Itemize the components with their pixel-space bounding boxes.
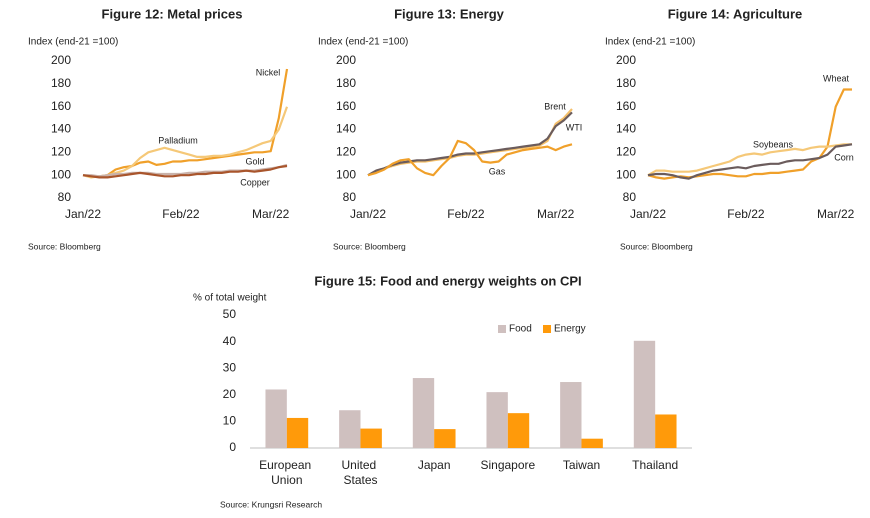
bar (412, 378, 435, 448)
series-label: Nickel (256, 67, 281, 77)
bar (560, 382, 582, 448)
series-line (82, 68, 289, 178)
series-line (82, 106, 289, 179)
bar (633, 340, 656, 448)
y-tick-label: 30 (223, 360, 237, 374)
bar (581, 438, 603, 448)
y-tick-label: 160 (616, 99, 636, 113)
series-line (367, 111, 573, 177)
y-axis-label: Index (end-21 =100) (318, 37, 408, 48)
series-label: Soybeans (753, 139, 794, 149)
y-tick-label: 40 (223, 334, 237, 348)
source-note: Source: Bloomberg (28, 241, 101, 251)
x-tick-label: European Union (259, 458, 314, 487)
y-tick-label: 180 (336, 76, 356, 90)
x-tick-label: Mar/22 (817, 207, 855, 221)
x-tick-label: Singapore (480, 458, 535, 472)
bar (360, 428, 382, 448)
y-tick-label: 180 (616, 76, 636, 90)
x-tick-label: Feb/22 (727, 207, 765, 221)
series-line (367, 139, 573, 177)
chart-title: Figure 15: Food and energy weights on CP… (314, 273, 581, 288)
y-tick-label: 100 (51, 167, 71, 181)
bar (265, 389, 287, 448)
y-axis-label: % of total weight (193, 293, 267, 304)
y-tick-label: 20 (223, 387, 237, 401)
series-label: Brent (544, 101, 566, 111)
series-label: Gas (489, 166, 506, 176)
series-label: Wheat (823, 73, 850, 83)
y-tick-label: 160 (51, 99, 71, 113)
series-label: Palladium (158, 135, 198, 145)
source-note: Source: Krungsri Research (220, 499, 322, 509)
x-tick-label: Feb/22 (162, 207, 200, 221)
y-tick-label: 140 (51, 122, 71, 136)
x-tick-label: Japan (418, 458, 451, 472)
series-line (647, 143, 853, 180)
bar (339, 410, 361, 448)
x-tick-label-line: European (259, 458, 314, 472)
x-tick-label: Jan/22 (65, 207, 101, 221)
chart-title: Figure 14: Agriculture (668, 6, 803, 21)
y-axis-label: Index (end-21 =100) (28, 37, 118, 48)
legend-label: Food (509, 324, 532, 335)
y-tick-label: 180 (51, 76, 71, 90)
x-tick-label: Feb/22 (447, 207, 485, 221)
x-tick-label: Jan/22 (630, 207, 666, 221)
x-tick-label-line: United (341, 458, 379, 472)
series-label: WTI (566, 122, 583, 132)
chart-title: Figure 13: Energy (394, 6, 505, 21)
y-tick-label: 120 (336, 145, 356, 159)
y-tick-label: 120 (51, 145, 71, 159)
series-line (82, 164, 288, 179)
x-tick-label: Jan/22 (350, 207, 386, 221)
x-tick-label-line: Union (271, 473, 302, 487)
bar (486, 392, 508, 448)
y-tick-label: 80 (343, 190, 357, 204)
y-tick-label: 120 (616, 145, 636, 159)
bar (434, 429, 456, 448)
x-tick-label: Taiwan (563, 458, 600, 472)
y-tick-label: 140 (616, 122, 636, 136)
x-tick-label: Mar/22 (537, 207, 575, 221)
y-tick-label: 80 (58, 190, 72, 204)
y-tick-label: 100 (336, 167, 356, 181)
x-tick-label: United States (341, 458, 379, 487)
series-line (647, 143, 852, 177)
source-note: Source: Bloomberg (333, 241, 406, 251)
series-line (647, 88, 852, 180)
x-tick-label: Thailand (632, 458, 678, 472)
bar (655, 414, 677, 448)
legend-label: Energy (554, 324, 586, 335)
chart-title: Figure 12: Metal prices (102, 6, 243, 21)
y-tick-label: 100 (616, 167, 636, 181)
legend-swatch (498, 325, 506, 333)
y-tick-label: 10 (223, 414, 237, 428)
x-tick-label: Mar/22 (252, 207, 290, 221)
y-tick-label: 200 (616, 53, 636, 67)
series-label: Copper (240, 177, 270, 187)
y-axis-label: Index (end-21 =100) (605, 37, 695, 48)
y-tick-label: 160 (336, 99, 356, 113)
bar (286, 417, 309, 448)
source-note: Source: Bloomberg (620, 241, 693, 251)
bar (507, 413, 530, 448)
legend-swatch (543, 325, 551, 333)
y-tick-label: 200 (336, 53, 356, 67)
y-tick-label: 200 (51, 53, 71, 67)
x-tick-label-line: States (343, 473, 377, 487)
y-tick-label: 50 (223, 307, 237, 321)
series-label: Corn (834, 152, 854, 162)
series-label: Gold (245, 156, 264, 166)
y-tick-label: 0 (229, 440, 236, 454)
y-tick-label: 140 (336, 122, 356, 136)
y-tick-label: 80 (623, 190, 637, 204)
